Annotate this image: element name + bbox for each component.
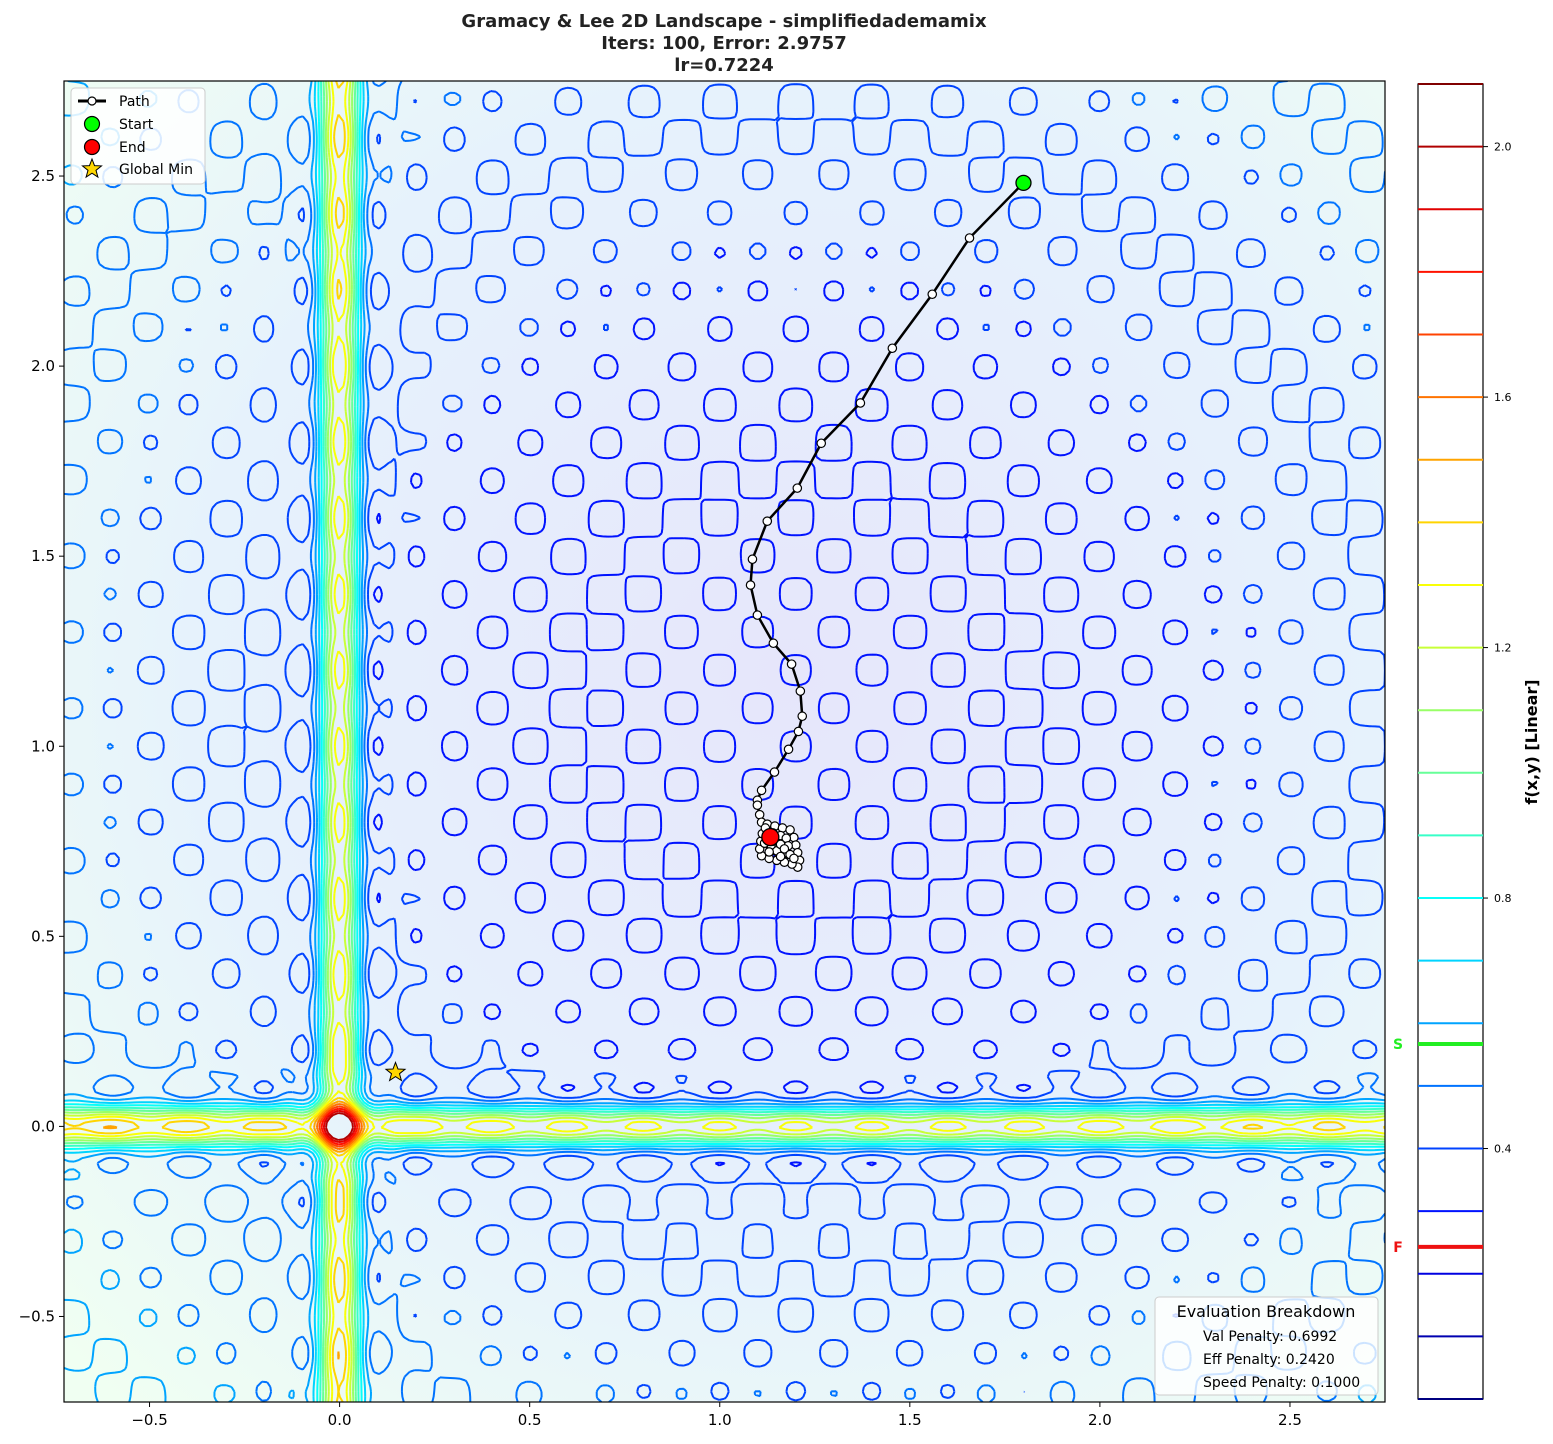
path-point [768,638,779,649]
contour-level-0.9 [64,81,1385,1402]
contour-level-1.8 [320,1107,359,1146]
path-point [792,483,803,493]
contour-level-1.2 [64,81,1385,1402]
path-point [779,844,790,854]
path-point [785,825,795,835]
path-point [756,785,767,796]
speed-penalty: Speed Penalty: 0.1000 [1203,1375,1360,1391]
colorbar-label: f(x,y) [Linear] [1522,679,1541,804]
path-point [775,851,786,862]
path-point [855,398,866,408]
colorbar-tick-label: 0.8 [1494,892,1512,905]
colorbar-tick-label: 0.4 [1494,1143,1512,1156]
path-point [964,233,975,243]
legend-item-start: Start [83,115,154,133]
x-tick-label: 0.5 [518,1411,542,1429]
path-point [927,289,938,300]
legend-label-end: End [119,140,146,156]
y-tick-label: 0.5 [31,927,55,945]
path-point [769,767,780,777]
contour-level-0.3 [372,245,1258,1168]
contour-level-1.5 [102,1100,366,1360]
legend-label-start: Start [119,117,154,133]
contour-level-1.4 [64,81,1385,1402]
start-marker [1015,174,1032,192]
chart-title-line-2: Iters: 100, Error: 2.9757 [601,33,846,54]
legend-item-global-min: Global Min [81,157,193,179]
x-axis: −0.5 0.0 0.5 1.0 1.5 2.0 2.5 [131,1402,1302,1429]
x-tick-label: 1.5 [898,1411,922,1429]
path-point [764,847,774,857]
contour-lines [64,81,1385,1402]
y-tick-label: 2.5 [31,167,55,185]
colorbar-start-marker-label: S [1393,1037,1403,1053]
y-tick-label: 2.0 [31,357,55,375]
x-tick-label: 2.5 [1278,1411,1302,1429]
contour-level-2.0 [325,1112,354,1141]
contour-level-1.7 [318,1105,361,1148]
path-point [793,726,804,737]
colorbar-tick-label: 2.0 [1494,141,1512,154]
legend-item-path: Path [78,94,150,110]
val-penalty: Val Penalty: 0.6992 [1203,1329,1337,1345]
path-point [747,554,758,565]
contour-level-0.4 [102,83,1385,1402]
contour-level-0.6 [64,81,1385,1402]
contour-level-1.3 [64,81,1385,1402]
path-point [816,438,827,449]
contour-level-0.8 [64,81,1385,1402]
chart-title-line-3: lr=0.7224 [674,55,774,76]
path-point [887,343,898,354]
colorbar-tick-label: 1.2 [1494,642,1512,655]
x-tick-label: −0.5 [131,1411,167,1429]
legend-label-path: Path [119,94,150,110]
path-point [789,853,799,864]
eff-penalty: Eff Penalty: 0.2420 [1203,1352,1335,1368]
contour-level-1.6 [315,1103,363,1151]
legend-item-end: End [83,138,146,156]
legend: Path Start End Global Min [70,87,206,185]
contour-level-1.1 [64,81,1385,1402]
star-icon [81,157,103,179]
y-tick-label: 0.0 [31,1117,55,1135]
y-tick-label: −0.5 [19,1307,55,1325]
legend-label-global-min: Global Min [119,162,193,178]
colorbar-tick-label: 1.6 [1494,391,1512,404]
path-point [797,711,808,722]
x-tick-label: 0.0 [328,1411,352,1429]
contour-level-0.7 [64,81,1385,1402]
y-axis: −0.5 0.0 0.5 1.0 1.5 2.0 2.5 [19,167,64,1325]
optimizer-path-layer [384,174,1032,1082]
evaluation-breakdown-box: Evaluation Breakdown Val Penalty: 0.6992… [1154,1296,1379,1396]
path-point [745,580,756,590]
y-tick-label: 1.5 [31,547,55,565]
path-point [786,659,797,669]
x-tick-label: 1.0 [708,1411,732,1429]
evaluation-title: Evaluation Breakdown [1177,1302,1356,1321]
end-marker [761,827,780,847]
contour-level-1.9 [322,1109,357,1144]
x-tick-label: 2.0 [1088,1411,1112,1429]
colorbar: 0.4 0.8 1.2 1.6 2.0 S F f(x,y) [Linear] [1393,83,1541,1400]
colorbar-final-marker-label: F [1393,1240,1403,1256]
path-point [783,744,794,755]
path-point [795,686,806,696]
contour-level-1.0 [64,81,1385,1402]
global-min-star-marker [384,1060,407,1082]
plot-frame [63,80,1386,1403]
path-point [762,516,773,527]
plot-background [64,81,1385,1402]
chart-title-line-1: Gramacy & Lee 2D Landscape - simplifieda… [461,11,987,32]
y-tick-label: 1.0 [31,737,55,755]
path-point [752,610,763,620]
path-point [752,800,763,810]
